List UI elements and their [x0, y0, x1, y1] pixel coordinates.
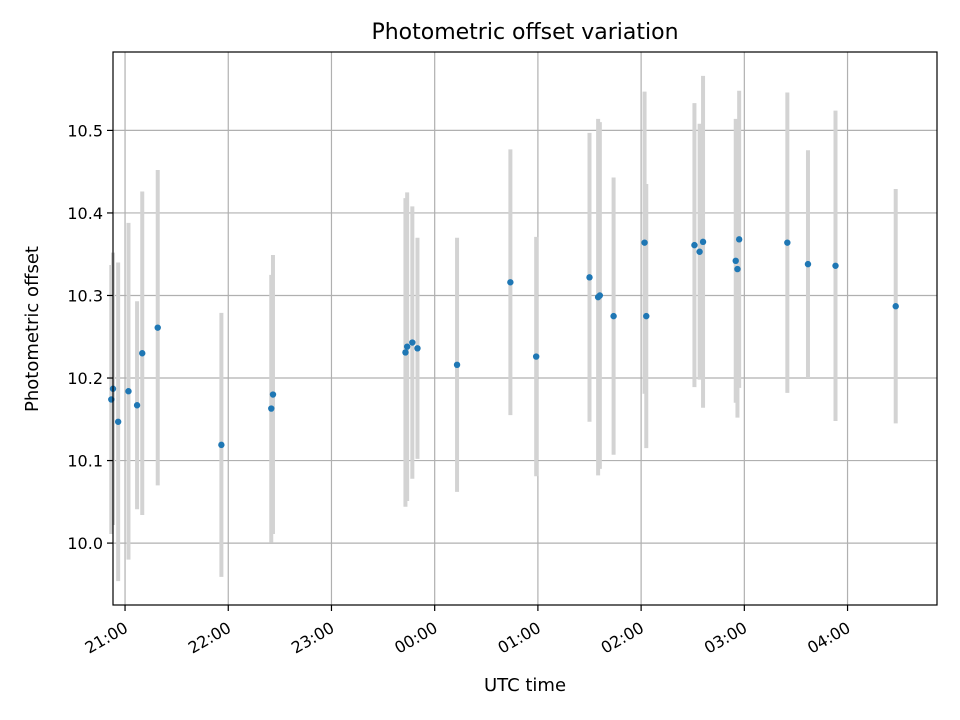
data-point: [453, 361, 461, 369]
data-point: [409, 339, 416, 346]
data-point: [610, 312, 617, 320]
grid: [113, 52, 937, 605]
plot-area-frame: [112, 51, 938, 606]
y-tick-label: 10.5: [67, 121, 103, 140]
y-axis-label: Photometric offset: [22, 246, 43, 412]
y-tick-label: 10.3: [67, 286, 103, 305]
data-point: [735, 236, 743, 243]
data-point: [892, 303, 899, 310]
data-point: [154, 324, 161, 331]
data-point: [696, 248, 703, 255]
y-tick-label: 10.4: [67, 204, 103, 223]
data-points: [108, 236, 899, 449]
data-point: [269, 391, 277, 398]
data-point: [586, 274, 593, 281]
y-axis-ticks: 10.0 10.1 10.2 10.3 10.4 10.5: [67, 121, 113, 553]
data-point: [699, 238, 707, 246]
data-point: [734, 265, 741, 273]
y-tick-label: 10.1: [67, 452, 103, 471]
data-point: [139, 350, 146, 357]
data-point: [125, 388, 132, 395]
data-point: [643, 312, 650, 320]
data-point: [641, 239, 648, 246]
y-tick-label: 10.0: [67, 534, 103, 553]
data-point: [403, 343, 411, 350]
data-point: [732, 257, 739, 265]
data-point: [832, 262, 839, 269]
data-point: [532, 353, 540, 360]
data-point: [596, 292, 604, 299]
data-point: [691, 241, 698, 249]
data-point: [402, 349, 409, 356]
data-point: [784, 239, 791, 246]
data-point: [218, 441, 225, 449]
data-point: [114, 418, 122, 425]
data-point: [804, 260, 812, 268]
y-tick-label: 10.2: [67, 369, 103, 388]
data-point: [133, 402, 141, 409]
data-point: [268, 405, 275, 412]
x-axis-label: UTC time: [484, 675, 566, 696]
chart-title: Photometric offset variation: [371, 20, 678, 45]
data-point: [414, 345, 421, 352]
data-point: [507, 279, 514, 286]
